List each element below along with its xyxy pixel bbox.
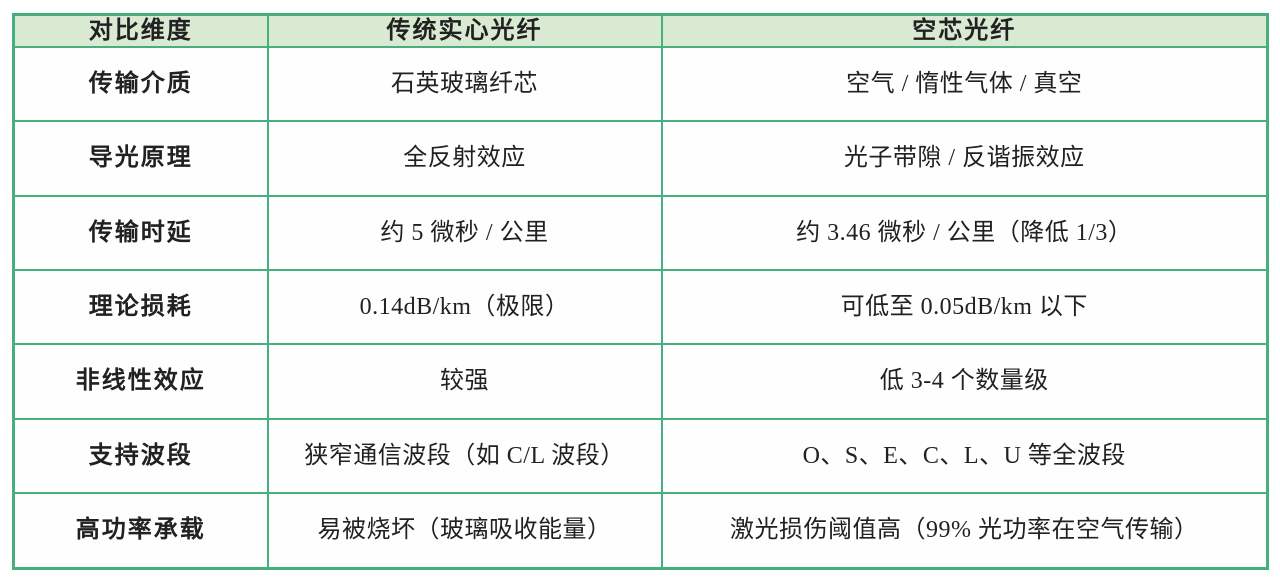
hollow-fiber-cell: 约 3.46 微秒 / 公里（降低 1/3） — [660, 194, 1269, 271]
solid-fiber-cell: 全反射效应 — [266, 120, 663, 197]
table-row: 非线性效应 较强 低 3-4 个数量级 — [12, 343, 1269, 420]
solid-fiber-cell: 狭窄通信波段（如 C/L 波段） — [266, 417, 663, 494]
row-header: 高功率承载 — [12, 491, 269, 570]
column-header-dimension: 对比维度 — [12, 13, 269, 48]
solid-fiber-cell: 易被烧坏（玻璃吸收能量） — [266, 491, 663, 570]
hollow-fiber-cell: 空气 / 惰性气体 / 真空 — [660, 45, 1269, 123]
row-header: 非线性效应 — [12, 343, 269, 420]
table-row: 高功率承载 易被烧坏（玻璃吸收能量） 激光损伤阈值高（99% 光功率在空气传输） — [12, 491, 1269, 570]
comparison-table: 对比维度 传统实心光纤 空芯光纤 传输介质 石英玻璃纤芯 空气 / 惰性气体 /… — [12, 13, 1269, 570]
hollow-fiber-cell: 可低至 0.05dB/km 以下 — [660, 268, 1269, 346]
solid-fiber-cell: 0.14dB/km（极限） — [266, 268, 663, 346]
row-header: 支持波段 — [12, 417, 269, 494]
hollow-fiber-cell: 激光损伤阈值高（99% 光功率在空气传输） — [660, 491, 1269, 570]
row-header: 传输介质 — [12, 45, 269, 123]
table-row: 支持波段 狭窄通信波段（如 C/L 波段） O、S、E、C、L、U 等全波段 — [12, 417, 1269, 494]
column-header-hollow-fiber: 空芯光纤 — [660, 13, 1269, 48]
column-header-solid-fiber: 传统实心光纤 — [266, 13, 663, 48]
table-row: 导光原理 全反射效应 光子带隙 / 反谐振效应 — [12, 120, 1269, 197]
solid-fiber-cell: 石英玻璃纤芯 — [266, 45, 663, 123]
hollow-fiber-cell: 低 3-4 个数量级 — [660, 343, 1269, 420]
table-row: 传输介质 石英玻璃纤芯 空气 / 惰性气体 / 真空 — [12, 45, 1269, 123]
solid-fiber-cell: 约 5 微秒 / 公里 — [266, 194, 663, 271]
hollow-fiber-cell: 光子带隙 / 反谐振效应 — [660, 120, 1269, 197]
header-row: 对比维度 传统实心光纤 空芯光纤 — [12, 13, 1269, 48]
row-header: 理论损耗 — [12, 268, 269, 346]
row-header: 导光原理 — [12, 120, 269, 197]
row-header: 传输时延 — [12, 194, 269, 271]
table-row: 理论损耗 0.14dB/km（极限） 可低至 0.05dB/km 以下 — [12, 268, 1269, 346]
hollow-fiber-cell: O、S、E、C、L、U 等全波段 — [660, 417, 1269, 494]
table-row: 传输时延 约 5 微秒 / 公里 约 3.46 微秒 / 公里（降低 1/3） — [12, 194, 1269, 271]
solid-fiber-cell: 较强 — [266, 343, 663, 420]
